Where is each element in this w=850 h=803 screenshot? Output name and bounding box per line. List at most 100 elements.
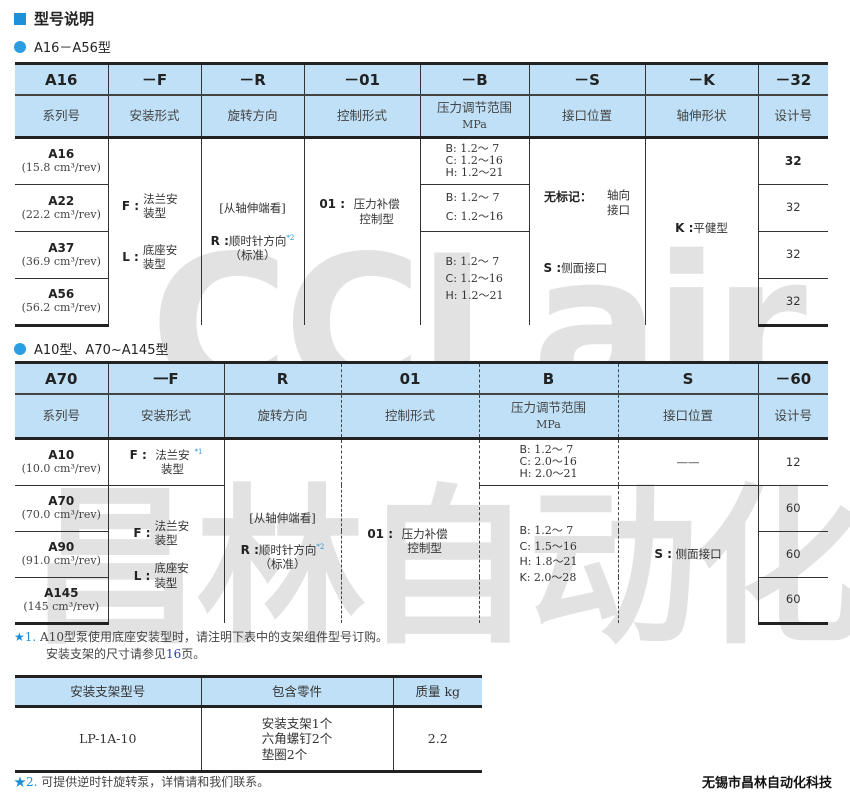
range-value: : 1.2～16: [453, 153, 503, 167]
circle-bullet-icon: [14, 342, 26, 355]
code-cell: －F: [107, 62, 201, 96]
bracket-row: LP-1A-10 安装支架1个 六角螺钉2个 垫圈2个 2.2: [15, 706, 482, 773]
page-link[interactable]: 16: [166, 647, 182, 661]
series-displacement: (10.0 cm³/rev): [21, 462, 101, 476]
rotation-code: R :: [210, 233, 229, 248]
port-text: 轴向接口: [607, 188, 630, 217]
port-code: S :: [543, 260, 562, 275]
range-key: B: [519, 524, 528, 538]
mount-code: F :: [133, 525, 151, 540]
rotation-text: 顺时针方向: [228, 233, 287, 248]
port-text: 侧面接口: [675, 547, 722, 562]
code-row: A16 －F －R －01 －B －S －K －32: [15, 62, 828, 96]
control-text: 压力补偿控制型: [353, 197, 400, 226]
table-row: A56 (56.2 cm³/rev) 32: [15, 277, 828, 327]
header-cell: 质量 kg: [392, 675, 482, 708]
rotation-text: 顺时针方向: [258, 543, 317, 558]
range-value: : 1.2～21: [453, 288, 504, 302]
port-cell: 无标记： 轴向接口 S :侧面接口: [528, 137, 645, 325]
label-row: 系列号 安装形式 旋转方向 控制形式 压力调节范围 MPa 接口位置 轴伸形状 设…: [15, 95, 828, 139]
pressure-cell: B: 1.2～ 7 C: 1.2～16: [419, 183, 529, 231]
range-key: H: [519, 466, 528, 480]
table-row: A10 (10.0 cm³/rev) F : 法兰安装型 *1 [从轴伸端看] R …: [15, 438, 828, 623]
model-code-table-a16-a56: A16 －F －R －01 －B －S －K －32 系列号 安装形式 旋转方向…: [15, 62, 828, 327]
control-text: 压力补偿控制型: [401, 526, 448, 556]
port-cell: S : 侧面接口: [617, 484, 758, 623]
series-model: A37: [48, 240, 75, 255]
range-key: B: [519, 442, 528, 456]
footnote-text: A10型泵使用底座安装型时，请注明下表中的支架组件型号订购。: [40, 630, 388, 644]
range-value: : 1.8～21: [527, 555, 578, 569]
label-cell: 轴伸形状: [644, 95, 758, 139]
section2-title-text: A10型、A70~A145型: [34, 343, 169, 358]
pressure-ranges: B: 1.2～ 7 C: 1.2～16 H: 1.2～21: [445, 141, 504, 179]
header-cell: 安装支架型号: [15, 675, 201, 708]
pressure-cell: B: 1.2～ 7 C: 1.2～16 H: 1.2～21: [419, 230, 529, 325]
control-cell: 01 : 压力补偿控制型: [340, 438, 479, 623]
control-code: 01 :: [319, 197, 346, 212]
mount-cell: F : 法兰安装型 L : 底座安装型: [107, 484, 224, 623]
range-key: H: [445, 288, 454, 302]
mount-code: F :: [129, 447, 147, 462]
range-key: C: [445, 153, 454, 167]
bracket-table: 安装支架型号 包含零件 质量 kg LP-1A-10 安装支架1个 六角螺钉2个垫…: [15, 675, 482, 773]
series-model: A22: [48, 193, 75, 208]
pressure-cell: B: 1.2～ 7 C: 2.0～16 H: 2.0～21: [478, 438, 618, 485]
rotation-std: （标准）: [259, 557, 306, 572]
range-key: C: [445, 209, 454, 223]
label-cell: 设计号: [757, 95, 828, 139]
design-cell: 32: [757, 230, 828, 278]
code-cell: S: [617, 361, 758, 395]
range-key: B: [445, 190, 454, 204]
section1-title-text: A16－A56型: [34, 41, 111, 56]
series-model: A70: [48, 494, 75, 509]
rotation-cell: [从轴伸端看] R :顺时针方向*2 （标准）: [223, 438, 341, 623]
table-row: A145 (145 cm³/rev) 60: [15, 576, 828, 625]
note-ref: *1: [194, 447, 203, 456]
range-value: : 2.0～28: [526, 570, 577, 584]
series-cell: A10 (10.0 cm³/rev): [15, 438, 108, 485]
series-displacement: (91.0 cm³/rev): [21, 554, 101, 568]
series-displacement: (15.8 cm³/rev): [21, 161, 101, 175]
pressure-label: 压力调节范围: [510, 400, 586, 416]
series-cell: A70 (70.0 cm³/rev): [15, 484, 108, 531]
label-cell: 压力调节范围 MPa: [419, 95, 529, 139]
label-cell: 接口位置: [617, 394, 758, 440]
design-cell: 32: [757, 183, 828, 231]
range-value: : 1.2～16: [453, 271, 503, 285]
range-value: : 1.2～ 7: [527, 524, 574, 538]
note-ref: *2: [316, 543, 325, 552]
section2-title: A10型、A70~A145型: [14, 339, 168, 358]
bracket-mass: 2.2: [392, 706, 482, 773]
rotation-cell: [从轴伸端看] R :顺时针方向*2 （标准）: [200, 137, 304, 325]
range-key: C: [445, 271, 454, 285]
footnote-text: 可提供逆时针旋转泵，详情请和我们联系。: [41, 775, 270, 789]
shaft-text: 平健型: [693, 220, 728, 235]
mount-text: 底座安装型: [154, 561, 189, 590]
part-item: 六角螺钉2个: [261, 731, 333, 747]
circle-bullet-icon: [14, 40, 26, 53]
range-value: : 1.2～ 7: [453, 141, 500, 155]
label-cell: 旋转方向: [223, 394, 341, 440]
code-cell: －01: [303, 62, 420, 96]
range-value: : 1.2～ 7: [453, 254, 500, 268]
table-row: A90 (91.0 cm³/rev) 60: [15, 530, 828, 577]
pressure-cell: B: 1.2～ 7 C: 1.5～16 H: 1.8～21 K: 2.0～28: [478, 484, 618, 623]
table-row: A22 (22.2 cm³/rev) B: 1.2～ 7 C: 1.2～16 32: [15, 183, 828, 231]
pressure-ranges: B: 1.2～ 7 C: 1.2～16 H: 1.2～21: [446, 253, 504, 304]
code-cell: B: [478, 361, 618, 395]
design-cell: 12: [757, 438, 828, 485]
series-model: A16: [48, 147, 75, 162]
design-cell: 60: [757, 576, 828, 625]
shaft-code: K :: [675, 220, 694, 235]
control-cell: 01 : 压力补偿控制型: [303, 137, 420, 325]
star-icon: ★1.: [14, 630, 37, 644]
section-heading: 型号说明: [14, 8, 94, 29]
mount-code: L :: [122, 250, 139, 265]
range-key: B: [445, 141, 454, 155]
footnote-1: ★1. A10型泵使用底座安装型时，请注明下表中的支架组件型号订购。 安装支架的…: [14, 628, 388, 662]
label-cell: 压力调节范围 MPa: [478, 394, 618, 440]
series-cell: A22 (22.2 cm³/rev): [15, 183, 108, 231]
code-cell: A16: [15, 62, 108, 96]
footnote-text: 页。: [181, 647, 206, 661]
